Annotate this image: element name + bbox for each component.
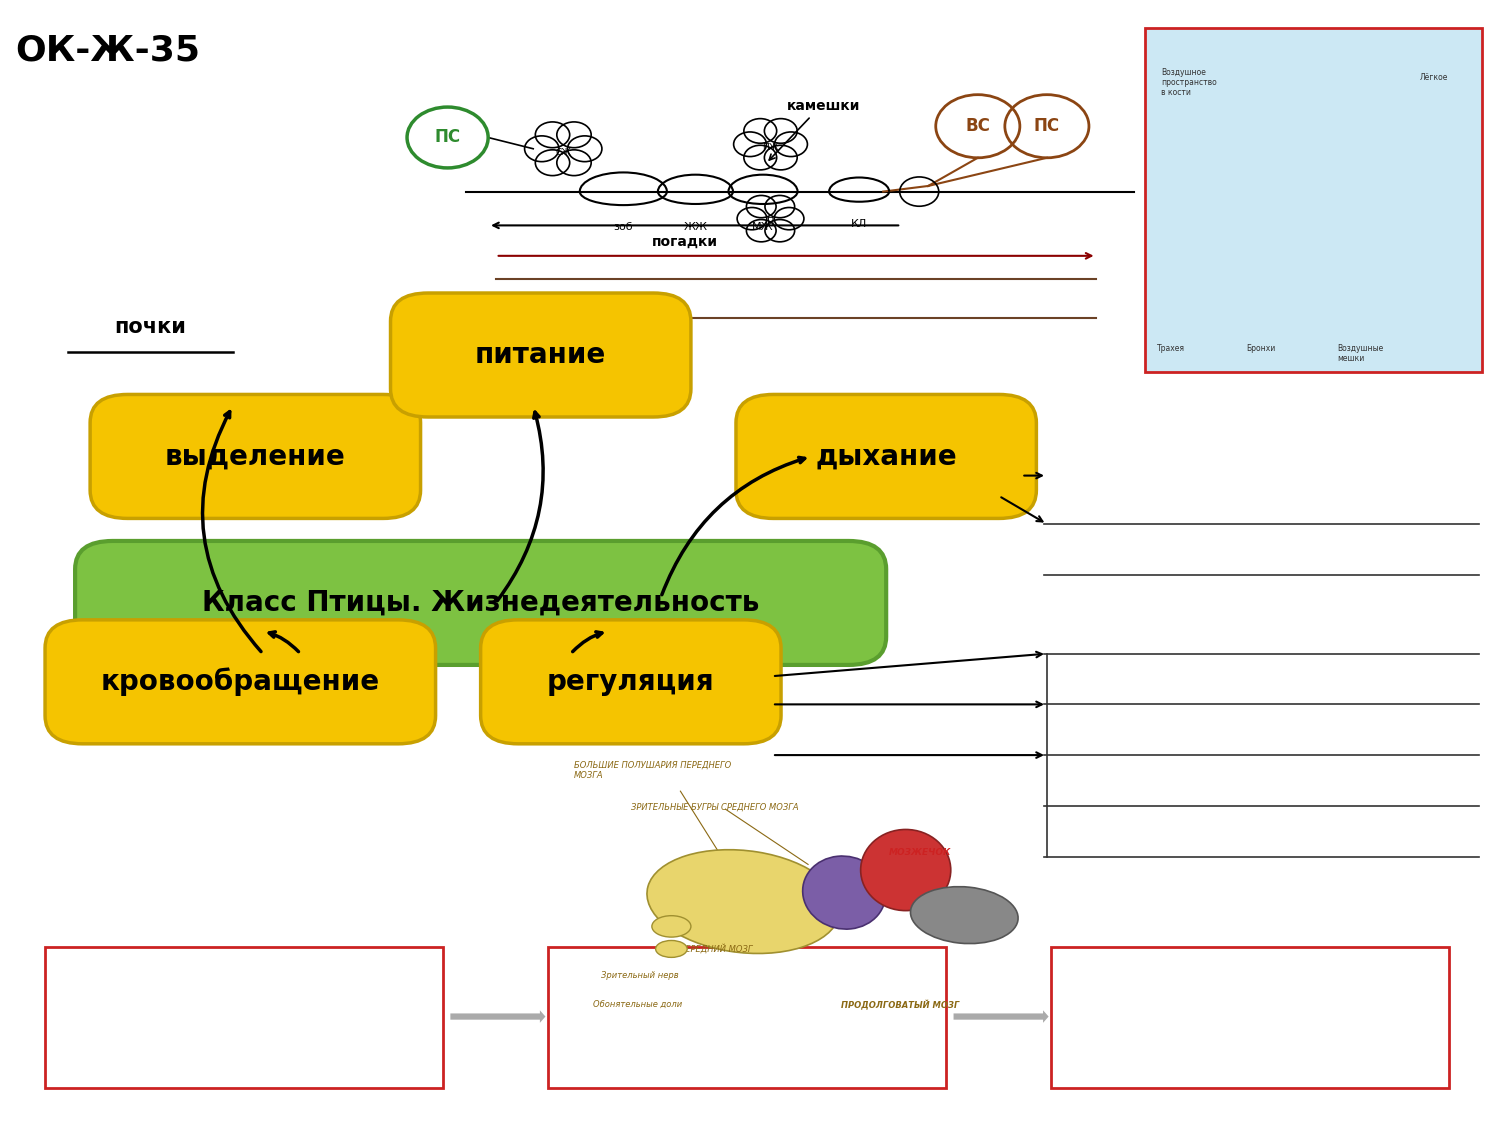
FancyBboxPatch shape xyxy=(1051,947,1449,1088)
Text: ПЖ: ПЖ xyxy=(763,143,778,152)
Text: Класс Птицы. Жизнедеятельность: Класс Птицы. Жизнедеятельность xyxy=(201,589,760,616)
FancyBboxPatch shape xyxy=(481,620,781,744)
Text: Трахея: Трахея xyxy=(1157,344,1185,353)
Text: Лёгкое: Лёгкое xyxy=(1419,73,1448,82)
Text: КЛ: КЛ xyxy=(852,219,867,229)
FancyBboxPatch shape xyxy=(1145,28,1482,372)
Text: БОЛЬШИЕ ПОЛУШАРИЯ ПЕРЕДНЕГО
МОЗГА: БОЛЬШИЕ ПОЛУШАРИЯ ПЕРЕДНЕГО МОЗГА xyxy=(574,761,731,780)
Text: Бронхи: Бронхи xyxy=(1247,344,1275,353)
Ellipse shape xyxy=(652,915,691,938)
FancyBboxPatch shape xyxy=(45,947,443,1088)
Text: ПС: ПС xyxy=(1033,117,1060,135)
Ellipse shape xyxy=(656,940,688,958)
Text: ВС: ВС xyxy=(966,117,990,135)
Text: ЗРИТЕЛЬНЫЕ БУГРЫ СРЕДНЕГО МОЗГА: ЗРИТЕЛЬНЫЕ БУГРЫ СРЕДНЕГО МОЗГА xyxy=(631,802,799,811)
Text: почки: почки xyxy=(114,317,186,337)
Text: ЖЖ: ЖЖ xyxy=(683,222,707,232)
Text: выделение: выделение xyxy=(165,443,345,470)
Text: ОК-Ж-35: ОК-Ж-35 xyxy=(15,34,200,68)
Text: Воздушные
мешки: Воздушные мешки xyxy=(1337,344,1383,363)
Text: дыхание: дыхание xyxy=(816,443,957,470)
Text: камешки: камешки xyxy=(787,99,859,113)
Text: ПЕРЕДНИЙ МОЗГ: ПЕРЕДНИЙ МОЗГ xyxy=(679,943,753,953)
Text: зоб: зоб xyxy=(613,222,634,232)
Text: ПС: ПС xyxy=(434,128,461,147)
FancyBboxPatch shape xyxy=(90,394,421,518)
Ellipse shape xyxy=(647,850,840,953)
Text: ПРОДОЛГОВАТЫЙ МОЗГ: ПРОДОЛГОВАТЫЙ МОЗГ xyxy=(841,1000,960,1010)
Text: регуляция: регуляция xyxy=(547,668,715,695)
FancyBboxPatch shape xyxy=(548,947,946,1088)
Ellipse shape xyxy=(861,829,951,911)
FancyBboxPatch shape xyxy=(45,620,436,744)
Text: Воздушное
пространство
в кости: Воздушное пространство в кости xyxy=(1161,68,1217,97)
Ellipse shape xyxy=(910,887,1018,943)
Text: Зрительный нерв: Зрительный нерв xyxy=(601,971,679,980)
FancyBboxPatch shape xyxy=(391,293,691,417)
Text: кровообращение: кровообращение xyxy=(101,667,380,696)
Text: МЖ: МЖ xyxy=(753,222,774,232)
Text: погадки: погадки xyxy=(652,234,718,248)
FancyBboxPatch shape xyxy=(75,541,886,665)
Text: СЖ: СЖ xyxy=(556,148,571,157)
Text: Обонятельные доли: Обонятельные доли xyxy=(593,1000,682,1009)
Text: питание: питание xyxy=(475,341,607,369)
Ellipse shape xyxy=(802,857,886,929)
FancyBboxPatch shape xyxy=(736,394,1036,518)
Text: МОЗЖЕЧОК: МОЗЖЕЧОК xyxy=(889,848,952,857)
Text: П: П xyxy=(768,218,774,227)
